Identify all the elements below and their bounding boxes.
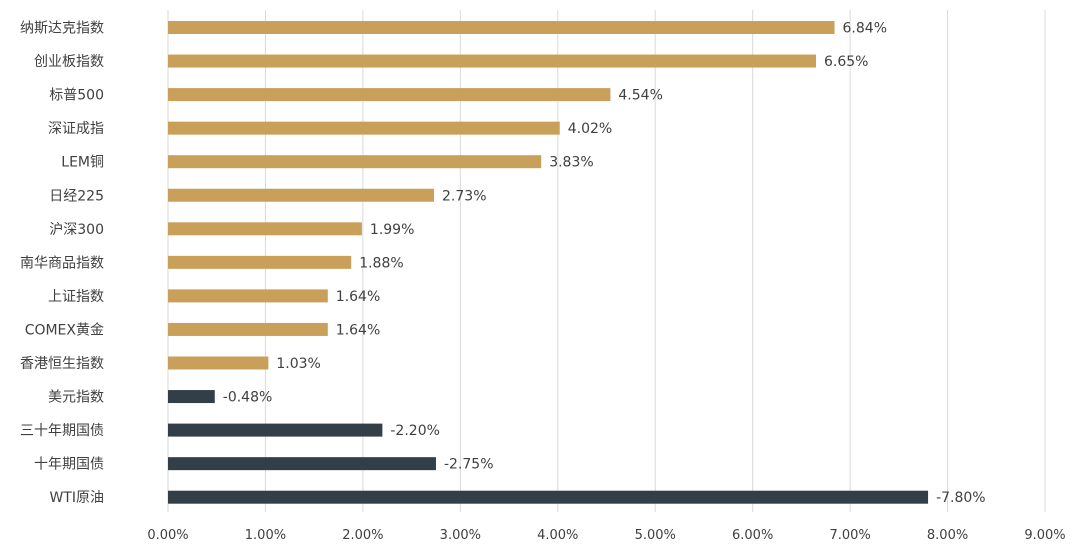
x-axis-ticks: 0.00% 1.00% 2.00% 3.00% 4.00% 5.00% 6.00% 7.00%… [147,528,1065,543]
bar [168,88,611,102]
x-tick-label: 0.00% [147,528,188,543]
x-tick-label: 3.00% [440,528,481,543]
x-tick-label: 1.00% [245,528,286,543]
bar [168,490,929,504]
category-label: 美元指数 [48,390,104,406]
category-label: 香港恒生指数 [20,356,104,372]
data-label: 1.88% [359,255,403,271]
category-label: 南华商品指数 [20,255,104,271]
bar [168,155,542,169]
data-label: 3.83% [549,155,593,171]
data-label: -2.20% [390,423,440,439]
bar [168,356,269,370]
data-label: -7.80% [936,490,986,506]
category-label: 沪深300 [49,222,104,238]
bar [168,21,835,34]
data-label: 2.73% [442,188,486,204]
bars [168,21,929,504]
category-label: 十年期国债 [34,457,104,473]
category-label: 纳斯达克指数 [20,21,104,37]
data-label: 1.99% [370,222,414,238]
x-tick-label: 9.00% [1024,528,1065,543]
x-tick-label: 2.00% [342,528,383,543]
category-label: 深证成指 [48,121,104,137]
bar [168,289,328,303]
data-label: -0.48% [223,390,273,406]
data-label: 4.02% [568,121,612,137]
bar [168,222,362,236]
data-label: 6.65% [824,54,868,70]
x-tick-label: 7.00% [829,528,870,543]
data-label: -2.75% [444,457,494,473]
x-tick-label: 8.00% [927,528,968,543]
data-label: 1.64% [336,322,380,338]
data-label: 4.54% [618,88,662,104]
category-label: 标普500 [49,88,104,104]
bar [168,255,352,269]
data-label: 1.03% [276,356,320,372]
bar [168,423,383,437]
bar [168,121,560,135]
category-label: WTI原油 [49,490,104,506]
category-label: 三十年期国债 [20,423,104,439]
bar [168,322,328,336]
category-label: LEM铜 [61,155,104,171]
x-tick-label: 6.00% [732,528,773,543]
category-label: 日经225 [49,188,104,204]
bar [168,54,817,68]
bar [168,390,215,404]
category-label: 上证指数 [48,289,104,305]
value-labels: 6.84% 6.65% 4.54% 4.02% 3.83% 2.73% 1.99% 1.88%… [223,21,986,507]
bar [168,457,436,471]
x-tick-label: 5.00% [635,528,676,543]
x-tick-label: 4.00% [537,528,578,543]
data-label: 6.84% [843,21,887,37]
bar [168,188,435,202]
category-label: 创业板指数 [34,54,104,70]
category-label: COMEX黄金 [25,321,104,338]
data-label: 1.64% [336,289,380,305]
